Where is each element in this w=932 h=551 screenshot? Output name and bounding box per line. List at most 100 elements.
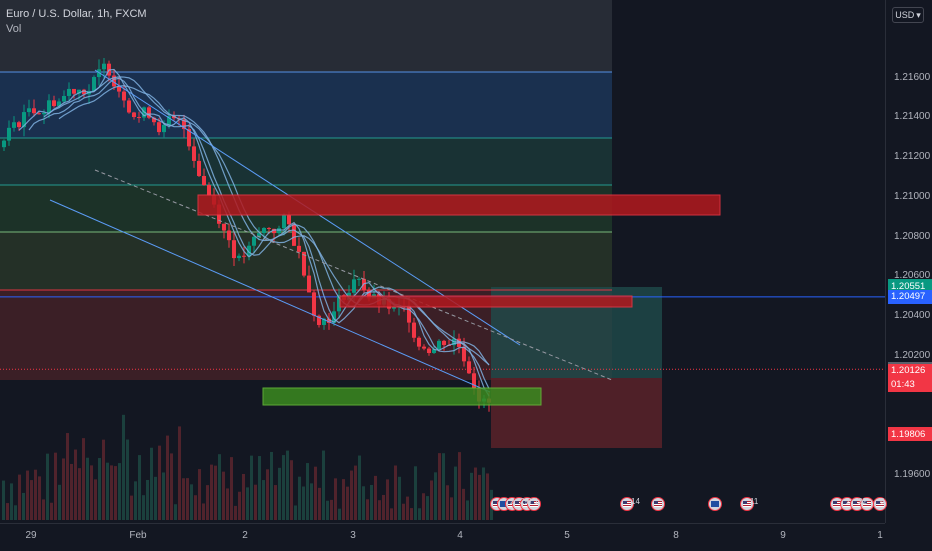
volume-bar bbox=[230, 457, 233, 520]
currency-label: USD bbox=[895, 10, 915, 20]
volume-bar bbox=[218, 454, 221, 520]
flag-icon bbox=[623, 501, 631, 507]
volume-bar bbox=[10, 483, 13, 520]
volume-bar bbox=[102, 439, 105, 520]
flag-icon bbox=[843, 501, 851, 507]
flag-icon bbox=[863, 501, 871, 507]
volume-bar bbox=[342, 479, 345, 520]
volume-bar bbox=[18, 474, 21, 520]
time-tick-label: 1 bbox=[877, 530, 883, 541]
volume-bar bbox=[442, 453, 445, 520]
volume-bar bbox=[170, 453, 173, 520]
volume-bar bbox=[326, 500, 329, 520]
symbol-title[interactable]: Euro / U.S. Dollar, 1h, FXCM bbox=[6, 8, 147, 20]
us-flag-event-icon[interactable] bbox=[527, 497, 541, 511]
volume-bar bbox=[410, 508, 413, 520]
volume-bar bbox=[150, 447, 153, 520]
candle-body bbox=[67, 88, 71, 96]
volume-bar bbox=[94, 479, 97, 520]
candle-body bbox=[237, 255, 241, 259]
price-tick-label: 1.21200 bbox=[894, 151, 931, 163]
candle-body bbox=[417, 337, 421, 347]
candle-body bbox=[302, 251, 306, 276]
chart-legend: Euro / U.S. Dollar, 1h, FXCM Vol bbox=[6, 7, 147, 37]
price-chart[interactable] bbox=[0, 0, 885, 523]
time-scale[interactable]: 29 Feb 2 3 4 5 8 9 1 bbox=[0, 523, 885, 551]
candle-body bbox=[222, 223, 226, 231]
volume-label[interactable]: Vol bbox=[6, 23, 22, 35]
candle-body bbox=[332, 311, 336, 323]
candle-body bbox=[257, 233, 261, 237]
volume-bar bbox=[402, 503, 405, 520]
moving-average-line[interactable] bbox=[28, 77, 490, 389]
time-tick-label: 9 bbox=[780, 530, 786, 541]
volume-bar bbox=[310, 483, 313, 520]
event-count: 1 bbox=[534, 497, 539, 506]
candle-body bbox=[277, 228, 281, 234]
candle-body bbox=[187, 129, 191, 147]
volume-bar bbox=[338, 508, 341, 520]
candle-body bbox=[282, 215, 286, 229]
chart-pane[interactable]: Euro / U.S. Dollar, 1h, FXCM Vol bbox=[0, 0, 885, 523]
event-count: 2 bbox=[510, 497, 515, 506]
event-count: 29 bbox=[520, 497, 529, 506]
price-scale[interactable]: 1.21600 1.21400 1.21200 1.21000 1.20800 1.206… bbox=[885, 0, 932, 523]
volume-bar bbox=[250, 455, 253, 520]
projection-dashed-line[interactable] bbox=[94, 169, 613, 381]
volume-bar bbox=[418, 508, 421, 520]
candle-body bbox=[422, 346, 426, 349]
volume-bar bbox=[370, 484, 373, 520]
volume-bar bbox=[482, 467, 485, 520]
volume-bar bbox=[398, 476, 401, 520]
price-tick-label: 1.20200 bbox=[894, 349, 931, 361]
us-flag-event-icon[interactable] bbox=[620, 497, 634, 511]
volume-bar bbox=[426, 496, 429, 520]
time-tick-label: 8 bbox=[673, 530, 679, 541]
chevron-down-icon: ▾ bbox=[916, 9, 921, 20]
us-flag-event-icon[interactable] bbox=[651, 497, 665, 511]
candle-body bbox=[227, 230, 231, 241]
volume-bar bbox=[142, 495, 145, 520]
volume-bar bbox=[386, 479, 389, 520]
candle-body bbox=[312, 292, 316, 316]
volume-bar bbox=[66, 433, 69, 520]
price-badge: 01:43 bbox=[888, 377, 932, 392]
volume-bar bbox=[70, 463, 73, 520]
volume-bar bbox=[46, 453, 49, 520]
time-tick-label: 5 bbox=[564, 530, 570, 541]
candle-body bbox=[17, 122, 21, 128]
volume-bar bbox=[362, 486, 365, 520]
price-tick-label: 1.21600 bbox=[894, 71, 931, 83]
eu-flag-event-icon[interactable] bbox=[708, 497, 722, 511]
us-flag-event-icon[interactable] bbox=[873, 497, 887, 511]
candle-body bbox=[392, 307, 396, 309]
volume-bar bbox=[298, 476, 301, 520]
volume-bar bbox=[414, 466, 417, 520]
volume-bar bbox=[302, 486, 305, 520]
volume-bar bbox=[462, 488, 465, 520]
volume-bar bbox=[114, 466, 117, 520]
us-flag-event-icon[interactable] bbox=[740, 497, 754, 511]
currency-button[interactable]: USD ▾ bbox=[892, 7, 924, 23]
trend-line-lower[interactable] bbox=[49, 199, 491, 393]
volume-bar bbox=[186, 478, 189, 520]
volume-bar bbox=[86, 457, 89, 520]
volume-bar bbox=[450, 497, 453, 520]
supply-zone-upper[interactable] bbox=[197, 194, 721, 216]
volume-bar bbox=[294, 505, 297, 520]
candle-body bbox=[292, 224, 296, 246]
flag-icon bbox=[500, 501, 508, 507]
event-count: 2 bbox=[846, 497, 851, 506]
supply-zone-lower[interactable] bbox=[339, 295, 633, 308]
volume-bar bbox=[266, 469, 269, 520]
candle-body bbox=[27, 108, 31, 113]
time-tick-label: 3 bbox=[350, 530, 356, 541]
candle-body bbox=[52, 100, 56, 107]
demand-zone[interactable] bbox=[262, 387, 542, 406]
flag-icon bbox=[515, 501, 523, 507]
price-badge: 1.20126 bbox=[888, 363, 932, 378]
volume-bar bbox=[458, 452, 461, 520]
volume-bar bbox=[126, 439, 129, 520]
candle-body bbox=[132, 112, 136, 118]
